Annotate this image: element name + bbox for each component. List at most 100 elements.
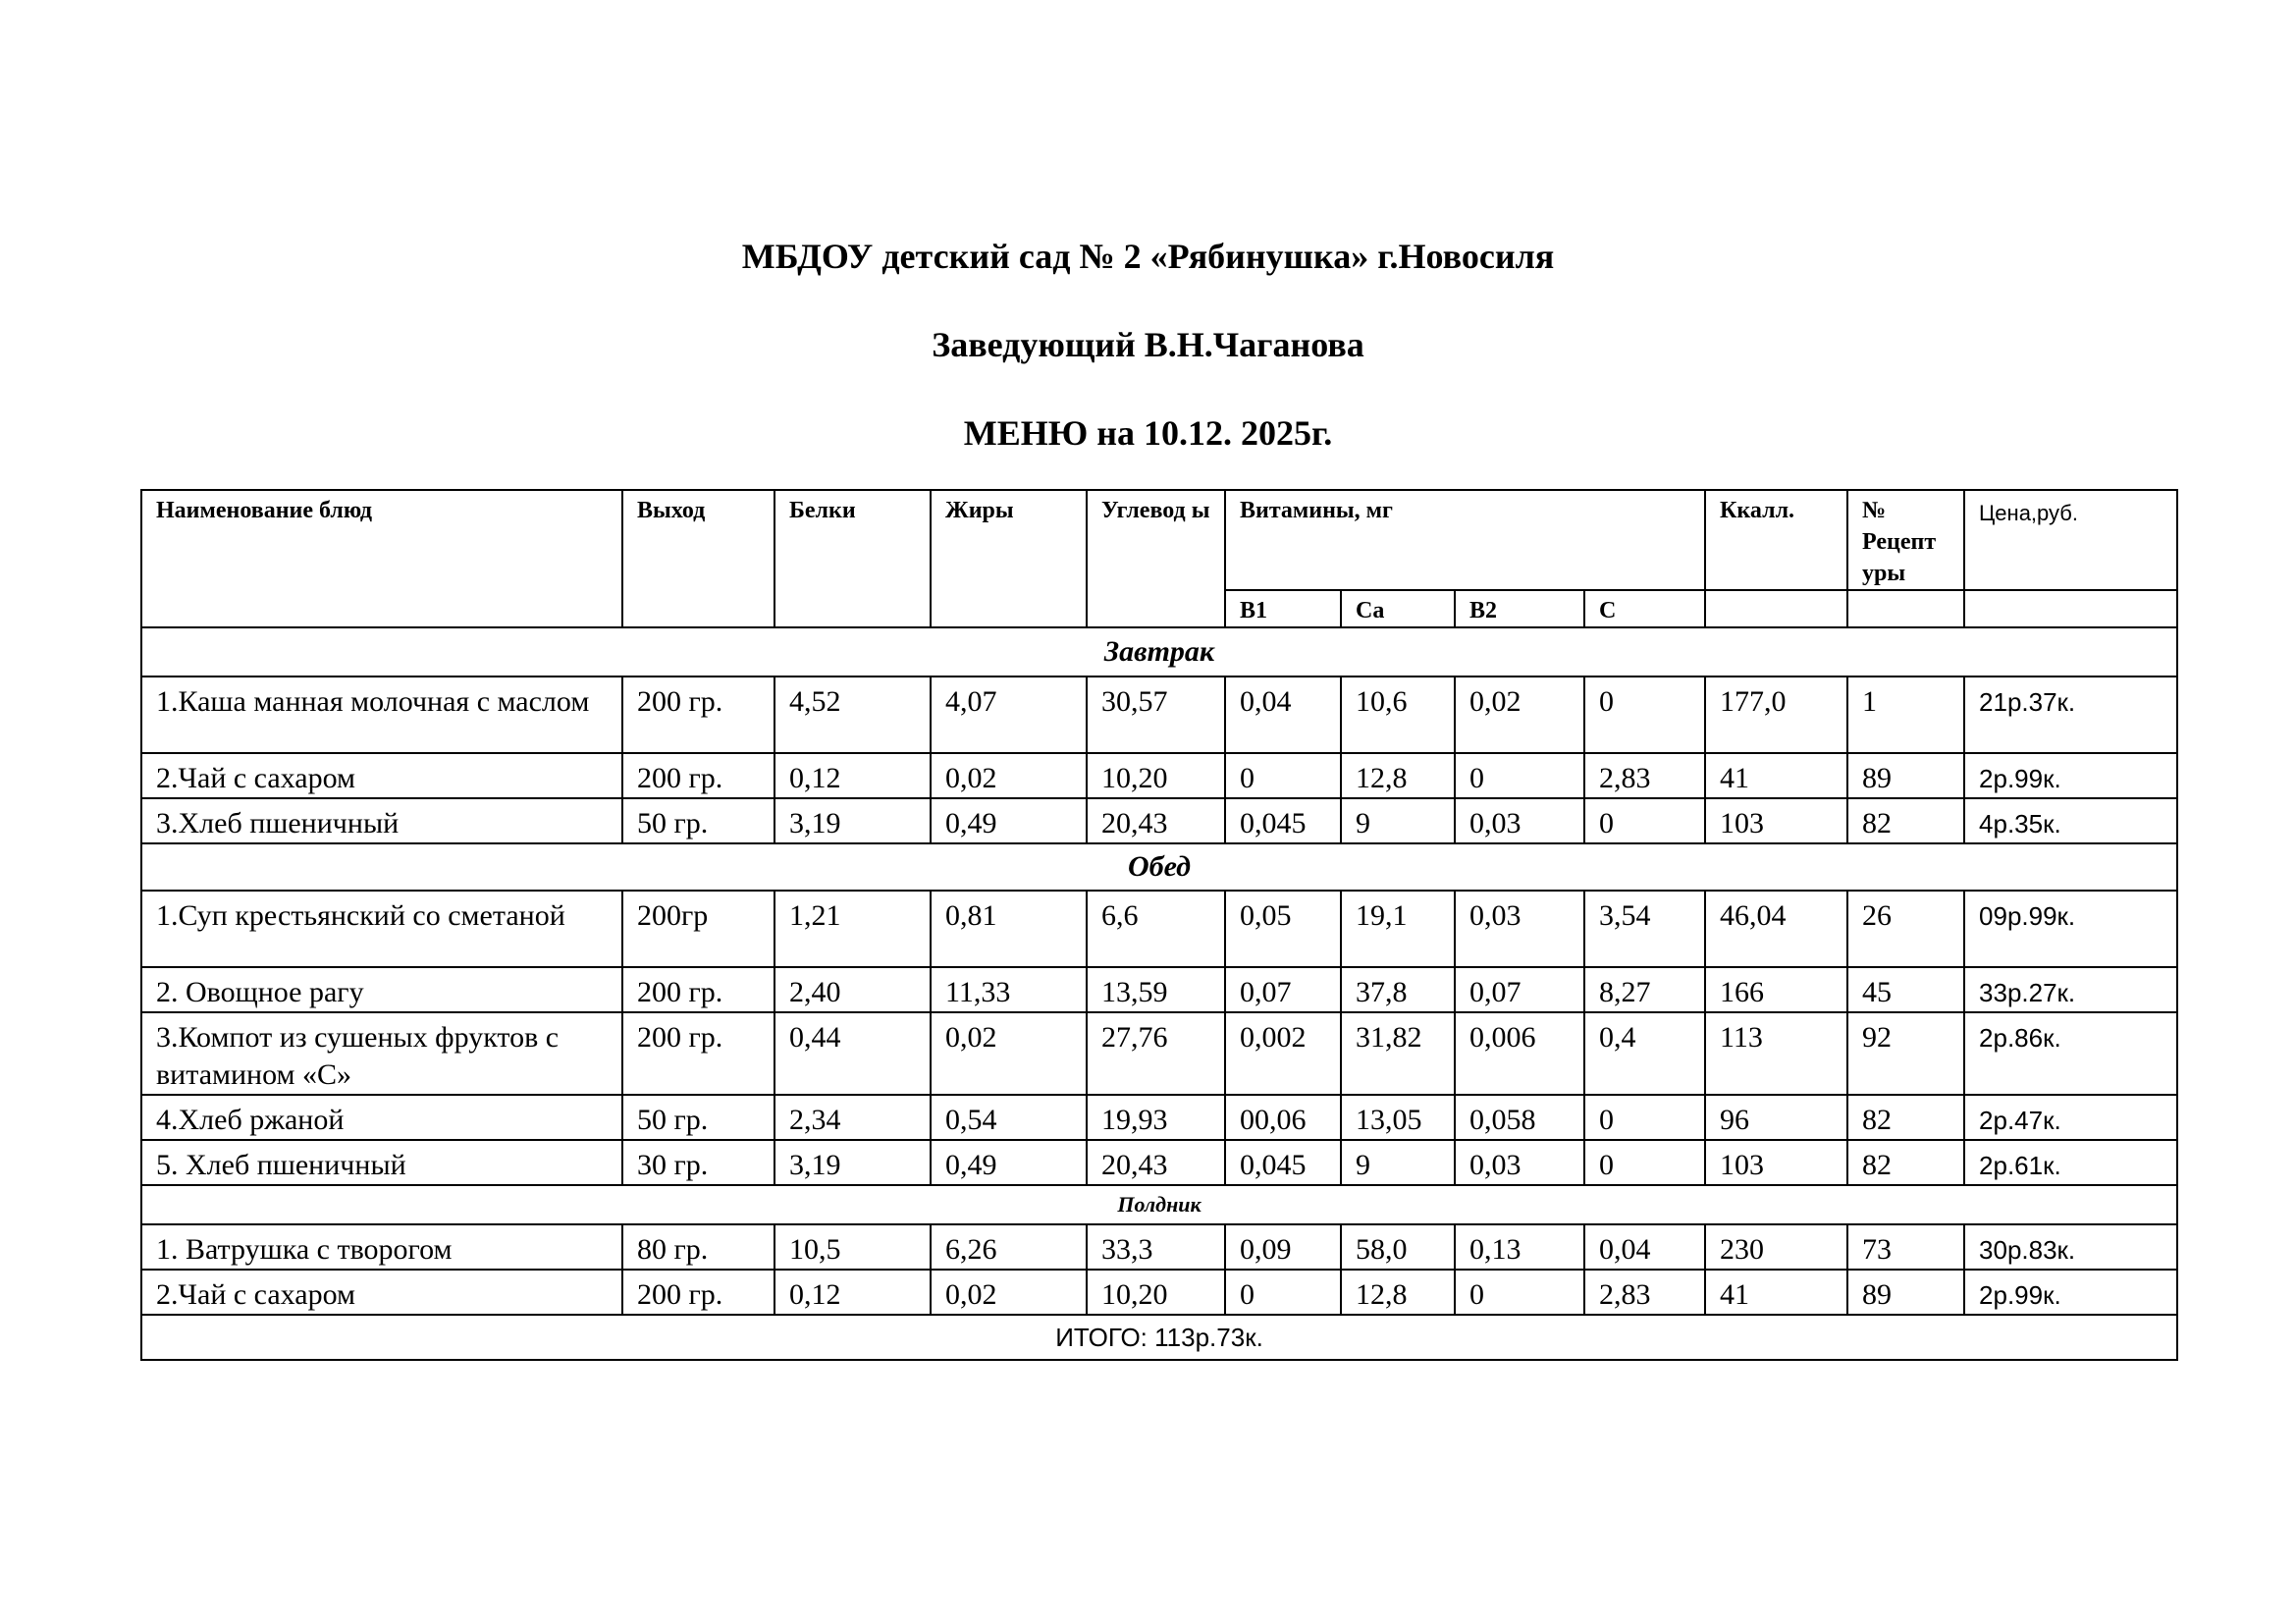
cell-ca: 37,8 <box>1340 966 1456 1013</box>
cell-price: 09р.99к. <box>1963 890 2179 968</box>
menu-title: МЕНЮ на 10.12. 2025г. <box>963 413 1333 453</box>
cell-protein: 2,34 <box>774 1094 932 1141</box>
menu-item-row: 2.Чай с сахаром 200 гр. 0,12 0,02 10,20 0 12,8… <box>140 1269 2179 1316</box>
cell-kcal: 166 <box>1704 966 1849 1013</box>
menu-item-row: 4.Хлеб ржаной 50 гр. 2,34 0,54 19,93 00,06 13,… <box>140 1094 2179 1141</box>
cell-name: 2.Чай с сахаром <box>140 752 623 799</box>
cell-yield: 200 гр. <box>621 676 775 754</box>
cell-recipe: 89 <box>1846 1269 1966 1316</box>
cell-yield: 50 гр. <box>621 1094 775 1141</box>
cell-b2: 0,03 <box>1454 890 1585 968</box>
menu-item-row: 1.Каша манная молочная с маслом 200 гр. 4,… <box>140 676 2179 754</box>
cell-yield: 50 гр. <box>621 797 775 844</box>
cell-b1: 0,09 <box>1224 1223 1342 1271</box>
cell-b1: 0 <box>1224 1269 1342 1316</box>
cell-protein: 0,12 <box>774 752 932 799</box>
section-title: Полдник <box>139 1184 2179 1225</box>
cell-ca: 9 <box>1340 797 1456 844</box>
cell-b1: 0,002 <box>1224 1011 1342 1096</box>
cell-carbs: 30,57 <box>1086 676 1226 754</box>
cell-b1: 0,07 <box>1224 966 1342 1013</box>
subheader-row: B1 Ca B2 C <box>141 589 2179 628</box>
menu-item-row: 3.Хлеб пшеничный 50 гр. 3,19 0,49 20,43 0,045… <box>140 797 2179 844</box>
cell-carbs: 6,6 <box>1086 890 1226 968</box>
cell-ca: 12,8 <box>1340 1269 1456 1316</box>
cell-carbs: 20,43 <box>1086 1139 1226 1186</box>
section-row: Полдник <box>139 1184 2179 1225</box>
menu-item-row: 1.Суп крестьянский со сметаной 200гр 1,21 0… <box>140 890 2179 968</box>
cell-yield: 200гр <box>621 890 775 968</box>
cell-kcal: 41 <box>1704 1269 1849 1316</box>
cell-fat: 0,81 <box>930 890 1088 968</box>
column-header-vitamins: Витамины, мг <box>1223 489 1707 591</box>
cell-price: 2р.99к. <box>1963 1269 2179 1316</box>
cell-c: 0,4 <box>1582 1011 1707 1096</box>
cell-b2: 0,13 <box>1454 1223 1585 1271</box>
cell-recipe: 92 <box>1846 1011 1966 1096</box>
cell-ca: 58,0 <box>1340 1223 1456 1271</box>
cell-yield: 200 гр. <box>621 752 775 799</box>
cell-fat: 0,49 <box>930 797 1088 844</box>
total-row: ИТОГО: 113р.73к. <box>139 1314 2179 1361</box>
cell-name: 1. Ватрушка с творогом <box>140 1223 623 1271</box>
cell-fat: 0,49 <box>930 1139 1088 1186</box>
cell-price: 33р.27к. <box>1963 966 2179 1013</box>
column-header-carbs: Углевод ы <box>1086 489 1226 628</box>
cell-yield: 200 гр. <box>621 1011 775 1096</box>
cell-b1: 0,045 <box>1224 1139 1342 1186</box>
cell-c: 8,27 <box>1582 966 1707 1013</box>
empty-cell <box>1963 589 2179 628</box>
cell-recipe: 26 <box>1846 890 1966 968</box>
cell-name: 3.Хлеб пшеничный <box>140 797 623 844</box>
cell-price: 2р.61к. <box>1963 1139 2179 1186</box>
cell-yield: 200 гр. <box>621 966 775 1013</box>
cell-recipe: 82 <box>1846 1094 1966 1141</box>
cell-fat: 11,33 <box>930 966 1088 1013</box>
total-price: ИТОГО: 113р.73к. <box>139 1314 2179 1361</box>
cell-b1: 0,045 <box>1224 797 1342 844</box>
section-title: Обед <box>139 842 2179 892</box>
cell-protein: 2,40 <box>774 966 932 1013</box>
cell-ca: 31,82 <box>1340 1011 1456 1096</box>
cell-protein: 10,5 <box>774 1223 932 1271</box>
menu-item-row: 5. Хлеб пшеничный 30 гр. 3,19 0,49 20,43 0,04… <box>140 1139 2179 1186</box>
cell-ca: 19,1 <box>1340 890 1456 968</box>
cell-price: 2р.86к. <box>1963 1011 2179 1096</box>
column-header-b2: B2 <box>1454 589 1585 628</box>
cell-recipe: 73 <box>1846 1223 1966 1271</box>
cell-kcal: 96 <box>1704 1094 1849 1141</box>
header-row: Наименование блюд Выход Белки Жиры Углев… <box>140 489 2179 628</box>
empty-cell <box>1704 589 1849 628</box>
cell-carbs: 10,20 <box>1086 752 1226 799</box>
column-header-ca: Ca <box>1340 589 1456 628</box>
cell-fat: 0,02 <box>930 1011 1088 1096</box>
menu-item-row: 2. Овощное рагу 200 гр. 2,40 11,33 13,59 0,07… <box>140 966 2179 1013</box>
empty-cell <box>1846 589 1966 628</box>
cell-c: 3,54 <box>1582 890 1707 968</box>
cell-c: 0 <box>1582 1139 1707 1186</box>
cell-carbs: 33,3 <box>1086 1223 1226 1271</box>
cell-c: 0 <box>1582 676 1707 754</box>
cell-carbs: 19,93 <box>1086 1094 1226 1141</box>
cell-yield: 80 гр. <box>621 1223 775 1271</box>
cell-protein: 3,19 <box>774 797 932 844</box>
column-header-recipe: № Рецепт уры <box>1846 489 1966 591</box>
cell-name: 1.Суп крестьянский со сметаной <box>140 890 623 968</box>
column-header-c: C <box>1582 589 1707 628</box>
column-header-name: Наименование блюд <box>140 489 623 628</box>
cell-recipe: 82 <box>1846 1139 1966 1186</box>
cell-recipe: 1 <box>1846 676 1966 754</box>
menu-table: Наименование блюд Выход Белки Жиры Углев… <box>139 489 2179 1361</box>
cell-name: 3.Компот из сушеных фруктов с витамином … <box>140 1011 623 1096</box>
cell-ca: 13,05 <box>1340 1094 1456 1141</box>
menu-item-row: 3.Компот из сушеных фруктов с витамином … <box>140 1011 2179 1096</box>
cell-ca: 9 <box>1340 1139 1456 1186</box>
section-row: Завтрак <box>139 626 2179 677</box>
cell-kcal: 230 <box>1704 1223 1849 1271</box>
cell-c: 0,04 <box>1582 1223 1707 1271</box>
cell-price: 2р.47к. <box>1963 1094 2179 1141</box>
cell-yield: 200 гр. <box>621 1269 775 1316</box>
cell-kcal: 41 <box>1704 752 1849 799</box>
cell-b2: 0,058 <box>1454 1094 1585 1141</box>
cell-recipe: 89 <box>1846 752 1966 799</box>
